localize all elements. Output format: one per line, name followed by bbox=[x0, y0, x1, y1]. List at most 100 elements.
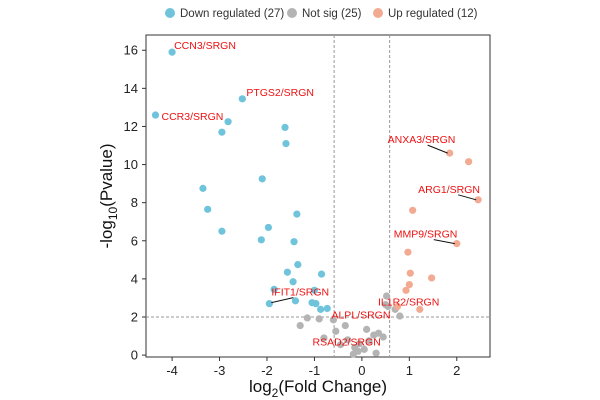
data-point bbox=[320, 334, 328, 342]
data-point bbox=[405, 280, 413, 289]
data-point bbox=[290, 238, 298, 246]
data-point bbox=[474, 196, 482, 204]
data-point bbox=[303, 314, 311, 322]
data-point bbox=[265, 300, 273, 308]
data-point bbox=[270, 285, 278, 293]
gene-label: ARG1/SRGN bbox=[418, 184, 480, 196]
data-point bbox=[312, 300, 320, 308]
data-point bbox=[289, 278, 297, 286]
y-tick-label: 4 bbox=[131, 271, 138, 286]
gene-label: MMP9/SRGN bbox=[394, 229, 458, 241]
y-tick-label: 0 bbox=[131, 348, 138, 363]
data-point bbox=[218, 128, 226, 136]
data-point bbox=[384, 302, 392, 311]
legend-label: Up regulated (12) bbox=[388, 8, 478, 20]
data-point bbox=[355, 340, 364, 348]
label-connector bbox=[271, 297, 294, 304]
data-point bbox=[283, 268, 291, 276]
data-point bbox=[406, 269, 414, 277]
data-points bbox=[151, 48, 482, 358]
gene-label: IFIT1/SRGN bbox=[271, 287, 329, 299]
data-point bbox=[204, 205, 212, 213]
data-point bbox=[409, 206, 417, 214]
data-point bbox=[382, 292, 391, 300]
data-point bbox=[428, 274, 436, 282]
label-connector bbox=[427, 144, 448, 154]
y-tick-label: 6 bbox=[131, 233, 138, 248]
data-point bbox=[224, 118, 232, 126]
data-point bbox=[323, 304, 331, 313]
y-tick-label: 16 bbox=[124, 43, 138, 58]
y-tick-label: 2 bbox=[131, 309, 138, 324]
data-point bbox=[341, 321, 349, 330]
series-down bbox=[151, 48, 331, 313]
data-point bbox=[363, 325, 371, 333]
y-tick-label: 14 bbox=[124, 81, 138, 96]
legend: Down regulated (27) Not sig (25) Up regula… bbox=[165, 8, 478, 20]
data-point bbox=[329, 316, 338, 324]
data-point bbox=[465, 158, 473, 166]
gene-label: PTGS2/SRGN bbox=[246, 87, 314, 99]
data-point bbox=[393, 302, 402, 311]
data-point bbox=[317, 305, 325, 313]
data-point bbox=[332, 327, 340, 335]
legend-label: Not sig (25) bbox=[302, 8, 362, 20]
data-point bbox=[238, 95, 246, 103]
legend-label: Down regulated (27) bbox=[180, 8, 284, 20]
data-point bbox=[349, 350, 357, 358]
x-tick-label: -2 bbox=[261, 363, 273, 378]
data-point bbox=[317, 270, 326, 278]
data-point bbox=[264, 223, 273, 232]
data-point bbox=[293, 210, 301, 218]
gene-labels: CCN3/SRGN PTGS2/SRGN CCR3/SRGN ANXA3/SRGN AR… bbox=[161, 40, 480, 348]
gene-label: RSAD2/SRGN bbox=[313, 337, 381, 349]
x-tick-label: -3 bbox=[214, 363, 226, 378]
data-point bbox=[258, 175, 266, 183]
y-tick-label: 10 bbox=[124, 157, 138, 172]
x-tick-label: 2 bbox=[453, 363, 460, 378]
data-point bbox=[453, 240, 461, 248]
data-point bbox=[199, 184, 207, 192]
data-point bbox=[257, 236, 265, 244]
data-point bbox=[446, 149, 454, 157]
x-tick-label: 0 bbox=[358, 363, 365, 378]
legend-swatch bbox=[373, 8, 383, 18]
x-tick-label: -4 bbox=[166, 363, 178, 378]
gene-label: CCR3/SRGN bbox=[161, 111, 223, 123]
data-point bbox=[365, 337, 373, 345]
gene-label: CCN3/SRGN bbox=[174, 40, 236, 52]
data-point bbox=[402, 286, 410, 294]
legend-swatch bbox=[287, 8, 297, 18]
data-point bbox=[315, 315, 323, 323]
data-point bbox=[291, 297, 300, 305]
data-point bbox=[296, 321, 304, 330]
label-connector bbox=[458, 194, 477, 201]
data-point bbox=[294, 260, 302, 269]
gene-label: ANXA3/SRGN bbox=[388, 134, 456, 146]
data-point bbox=[396, 312, 404, 320]
gene-label: ALPL/SRGN bbox=[331, 310, 390, 322]
x-tick-label: 1 bbox=[406, 363, 413, 378]
gene-label: IL1R2/SRGN bbox=[378, 296, 439, 308]
x-tick-label: -1 bbox=[309, 363, 321, 378]
data-point bbox=[151, 111, 160, 119]
data-point bbox=[310, 286, 319, 294]
data-point bbox=[416, 305, 424, 313]
legend-item: Not sig (25) bbox=[287, 8, 362, 20]
series-up bbox=[393, 149, 482, 313]
legend-swatch bbox=[165, 8, 175, 18]
data-point bbox=[281, 123, 289, 132]
data-point bbox=[379, 333, 387, 341]
y-tick-label: 8 bbox=[131, 195, 138, 210]
legend-item: Up regulated (12) bbox=[373, 8, 478, 20]
data-point bbox=[218, 227, 226, 235]
series-not bbox=[296, 292, 404, 358]
data-point bbox=[344, 336, 352, 344]
data-point bbox=[168, 48, 176, 56]
data-point bbox=[282, 140, 290, 148]
y-tick-label: 12 bbox=[124, 119, 138, 134]
data-point bbox=[404, 248, 412, 256]
data-point bbox=[372, 349, 380, 357]
y-axis-title: -log10(Pvalue) bbox=[97, 143, 120, 248]
